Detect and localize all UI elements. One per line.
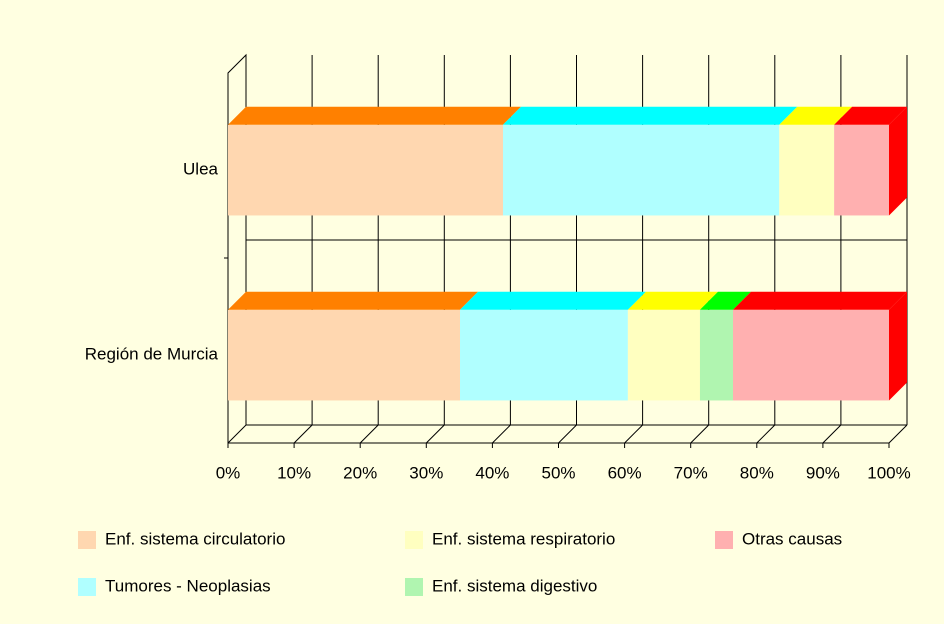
floor-grid-line [492,424,511,444]
legend-label: Enf. sistema circulatorio [105,529,285,548]
bar [228,309,461,401]
legend-swatch [78,578,96,596]
bar [733,309,889,401]
legend-label: Enf. sistema digestivo [432,576,597,595]
legend-swatch [715,531,733,549]
legend-swatch [405,531,423,549]
x-tick-label: 50% [541,463,575,482]
floor-grid-line [227,424,247,444]
floor-grid-line [359,424,379,444]
legend-swatch [405,578,423,596]
bar-top [834,106,907,125]
bar [502,124,780,216]
legend-label: Otras causas [742,529,842,548]
legend-label: Tumores - Neoplasias [105,576,271,595]
bar-top [228,291,479,310]
bar-top [228,106,521,125]
floor-grid-line [293,424,313,444]
y-tick-label: Región de Murcia [85,345,219,364]
x-tick-label: 10% [277,463,311,482]
legend-swatch [78,531,96,549]
floor-grid-line [690,424,710,444]
bar-top [779,106,853,125]
bar [834,124,889,216]
bar [627,309,700,401]
bar-side [889,291,907,401]
legend-label: Enf. sistema respiratorio [432,529,615,548]
bar [699,309,734,401]
x-tick-label: 90% [806,463,840,482]
bar-top [460,291,646,310]
bar [228,124,503,216]
floor-grid-line [888,424,908,444]
floor-grid-line [822,424,842,444]
x-tick-label: 20% [343,463,377,482]
bar [460,309,628,401]
x-tick-label: 80% [740,463,774,482]
y-tick-label: Ulea [183,160,219,179]
x-tick-label: 0% [216,463,241,482]
bar-top [699,291,752,310]
bar-top [502,106,798,125]
bar-side [889,106,907,216]
x-tick-label: 30% [409,463,443,482]
floor-grid-line [425,424,445,444]
bar-top [733,291,907,310]
floor-grid-line [756,424,776,444]
floor-grid-line [624,424,643,444]
x-tick-label: 70% [674,463,708,482]
x-tick-label: 100% [867,463,910,482]
x-tick-label: 60% [608,463,642,482]
floor-grid-line [558,424,577,444]
bar [779,124,835,216]
bar-top [627,291,718,310]
x-tick-label: 40% [475,463,509,482]
